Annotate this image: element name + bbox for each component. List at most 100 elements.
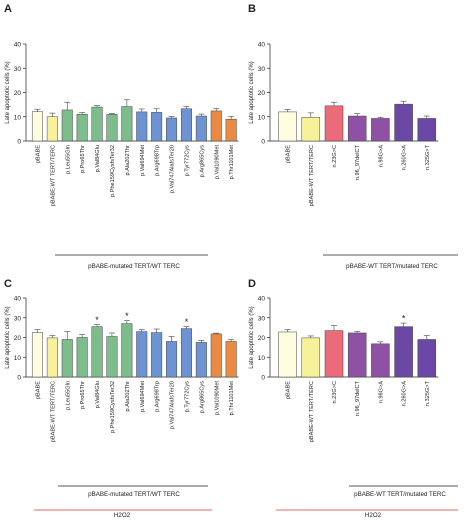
category-label: p.Phe159CysfsTer32 bbox=[110, 145, 116, 197]
significance-star: * bbox=[95, 315, 99, 325]
category-label: pBABE bbox=[286, 145, 292, 163]
bar bbox=[394, 103, 413, 142]
panel-letter: B bbox=[248, 3, 256, 15]
category-label: p.Leu55Gln bbox=[65, 145, 71, 174]
bar bbox=[121, 323, 133, 378]
bar bbox=[31, 111, 43, 142]
category-label: p.Val747AlafsTer20 bbox=[170, 145, 176, 193]
bar bbox=[166, 341, 178, 378]
category-label: n.96_97delCT bbox=[355, 144, 361, 180]
category-label: p.Val747AlafsTer20 bbox=[170, 381, 176, 429]
category-label: p.Val1090Met bbox=[214, 145, 220, 180]
y-tick-label: 10 bbox=[14, 114, 22, 121]
category-label: p.Tyr772Cys bbox=[184, 145, 190, 177]
bar bbox=[278, 331, 297, 378]
category-label: p.Val694Met bbox=[140, 381, 146, 412]
bar bbox=[347, 115, 367, 142]
y-tick-label: 0 bbox=[17, 375, 21, 382]
panel-letter: C bbox=[4, 278, 12, 290]
bar bbox=[31, 332, 43, 378]
treatment-label: H2O2 bbox=[365, 512, 382, 519]
category-label: p.Arg698Trp bbox=[155, 145, 161, 176]
category-label: n.23G>C bbox=[332, 145, 338, 168]
category-label: p.Arg698Trp bbox=[155, 381, 161, 412]
category-label: pBABE bbox=[286, 381, 292, 399]
y-tick-label: 30 bbox=[14, 66, 22, 73]
category-label: p.Val84Glu bbox=[95, 381, 101, 408]
y-tick-label: 40 bbox=[258, 296, 266, 303]
y-tick-label: 10 bbox=[258, 114, 266, 121]
bar bbox=[106, 336, 118, 378]
panel-letter: A bbox=[4, 3, 12, 15]
bar bbox=[301, 337, 321, 378]
group-label: pBABE-mutated TERT/WT TERC bbox=[88, 263, 180, 270]
bar bbox=[195, 115, 207, 142]
category-label: p.Tyr772Cys bbox=[184, 381, 190, 413]
y-tick-label: 30 bbox=[14, 315, 22, 322]
bar bbox=[225, 341, 237, 378]
bar bbox=[278, 111, 297, 142]
bar bbox=[61, 339, 73, 378]
bar bbox=[76, 337, 88, 378]
bar bbox=[180, 108, 192, 142]
category-label: n.98G>A bbox=[378, 145, 384, 168]
y-tick-label: 0 bbox=[17, 139, 21, 146]
treatment-label: H2O2 bbox=[114, 512, 131, 519]
bar bbox=[195, 342, 207, 378]
bar bbox=[347, 332, 367, 378]
y-tick-label: 20 bbox=[14, 90, 22, 97]
category-label: n.260G>A bbox=[402, 381, 408, 407]
category-label: n.98G>A bbox=[378, 381, 384, 404]
y-tick-label: 40 bbox=[14, 42, 22, 49]
category-label: pBABE-WT TERT/TERC bbox=[309, 145, 315, 206]
bar bbox=[121, 106, 133, 142]
category-label: p.Val84Glu bbox=[95, 145, 101, 172]
bar bbox=[91, 326, 103, 378]
y-axis-label: Late apoptotic cells (%) bbox=[249, 306, 255, 368]
category-label: p.Thr1101Met bbox=[229, 381, 235, 416]
bar bbox=[225, 118, 237, 142]
panel-letter: D bbox=[248, 278, 256, 290]
category-label: pBABE-WT TERT/TERC bbox=[50, 381, 56, 442]
significance-star: * bbox=[185, 317, 189, 327]
significance-star: * bbox=[125, 311, 129, 321]
bar bbox=[46, 337, 58, 378]
category-label: pBABE bbox=[35, 145, 41, 163]
category-label: p.Leu55Gln bbox=[65, 381, 71, 410]
bar bbox=[180, 328, 192, 378]
bar bbox=[301, 116, 321, 142]
bar bbox=[166, 117, 178, 142]
y-tick-label: 20 bbox=[258, 90, 266, 97]
bar bbox=[151, 112, 163, 142]
category-label: p.Arg865Cys bbox=[199, 145, 205, 178]
y-tick-label: 20 bbox=[258, 335, 266, 342]
category-label: n.23G>C bbox=[332, 381, 338, 404]
y-tick-label: 30 bbox=[258, 66, 266, 73]
bar bbox=[136, 331, 148, 378]
bar bbox=[324, 330, 344, 378]
y-axis-label: Late apoptotic cells (%) bbox=[249, 61, 255, 123]
category-label: pBABE-WT TERT/TERC bbox=[50, 145, 56, 206]
y-tick-label: 30 bbox=[258, 315, 266, 322]
bar bbox=[91, 106, 103, 142]
category-label: n.325G>T bbox=[425, 380, 431, 406]
group-label: pBABE-WT TERT/mutated TERC bbox=[354, 491, 446, 498]
bar bbox=[371, 118, 390, 142]
category-label: p.Val694Met bbox=[140, 145, 146, 176]
bar bbox=[61, 109, 73, 142]
bar bbox=[324, 105, 344, 142]
bar bbox=[371, 343, 390, 378]
category-label: p.Ala202Thr bbox=[125, 381, 131, 412]
y-tick-label: 10 bbox=[14, 355, 22, 362]
y-tick-label: 40 bbox=[258, 42, 266, 49]
y-axis-label: Late apoptotic cells (%) bbox=[5, 306, 11, 368]
category-label: p.Pro65Thr bbox=[80, 381, 86, 409]
bar bbox=[210, 333, 222, 378]
y-tick-label: 40 bbox=[14, 296, 22, 303]
bar bbox=[151, 332, 163, 378]
group-label: pBABE-WT TERT/mutated TERC bbox=[346, 263, 438, 270]
category-label: p.Phe159CysfsTer32 bbox=[110, 381, 116, 433]
y-tick-label: 0 bbox=[261, 139, 265, 146]
significance-star: * bbox=[402, 314, 406, 324]
